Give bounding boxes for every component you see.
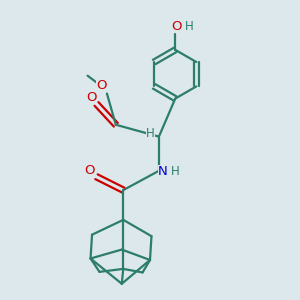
Text: O: O — [96, 79, 107, 92]
Text: N: N — [158, 166, 168, 178]
Text: O: O — [86, 91, 96, 104]
Text: H: H — [184, 20, 193, 33]
Text: O: O — [85, 164, 95, 177]
Text: H: H — [146, 127, 155, 140]
Text: H: H — [171, 166, 180, 178]
Text: O: O — [171, 20, 182, 33]
